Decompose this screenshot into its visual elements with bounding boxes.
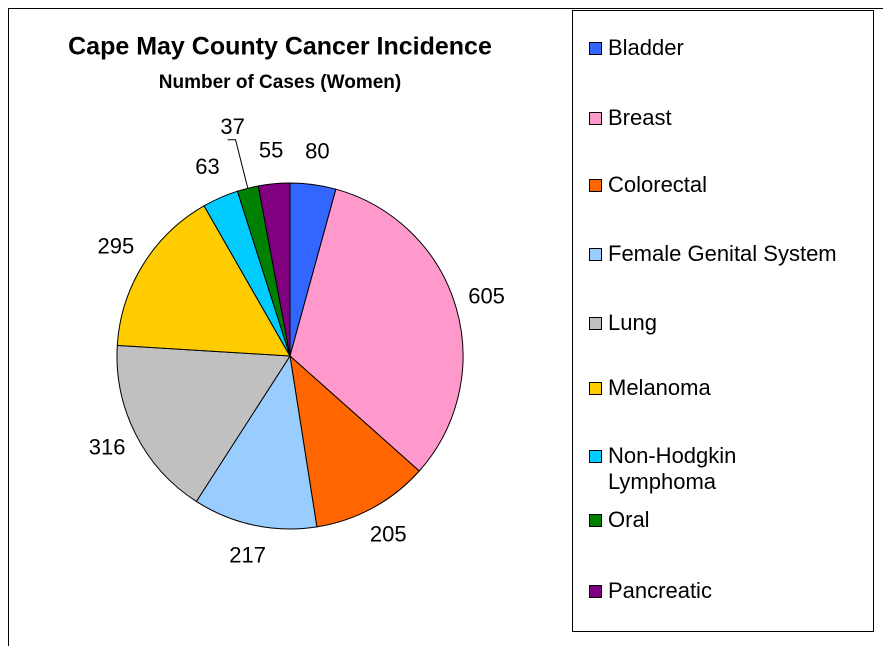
legend-entry: Oral <box>589 507 650 533</box>
legend-swatch <box>589 248 602 261</box>
legend-label: Breast <box>608 105 672 130</box>
legend-swatch <box>589 450 602 463</box>
leader-line <box>227 139 249 189</box>
data-label: 37 <box>220 114 244 139</box>
data-label: 63 <box>195 154 219 179</box>
legend-label: Female Genital System <box>608 241 837 266</box>
legend-label: Lung <box>608 310 657 335</box>
legend-swatch <box>589 585 602 598</box>
data-label: 295 <box>98 234 135 259</box>
pie-slice <box>289 354 420 528</box>
data-label: 217 <box>229 542 266 567</box>
legend-entry: Female Genital System <box>589 241 837 267</box>
legend-entry: Breast <box>589 105 672 131</box>
legend-entry: Colorectal <box>589 172 707 198</box>
legend-swatch <box>589 179 602 192</box>
legend-entry: Bladder <box>589 35 684 61</box>
legend-swatch <box>589 514 602 527</box>
legend-label: Bladder <box>608 35 684 60</box>
chart-title: Cape May County Cancer Incidence <box>68 33 492 61</box>
pie-slice <box>257 182 291 357</box>
legend-label: Pancreatic <box>608 578 712 603</box>
pie-slice <box>289 188 464 472</box>
legend-swatch <box>589 112 602 125</box>
data-label: 605 <box>468 284 505 309</box>
pie-slice <box>195 354 318 530</box>
legend-entry: Lung <box>589 310 657 336</box>
legend: Bladder Breast Colorectal Female Genital Sy… <box>572 10 874 632</box>
data-label: 80 <box>305 139 329 164</box>
legend-label: Melanoma <box>608 375 711 400</box>
legend-entry: Pancreatic <box>589 578 712 604</box>
data-label: 316 <box>89 434 126 459</box>
legend-label: Non-Hodgkin Lymphoma <box>608 443 737 494</box>
legend-entry: Non-Hodgkin Lymphoma <box>589 443 848 495</box>
pie-slice <box>116 344 291 503</box>
data-label: 55 <box>259 138 283 163</box>
legend-swatch <box>589 42 602 55</box>
pie-slice <box>116 205 291 357</box>
legend-label: Oral <box>608 507 650 532</box>
legend-swatch <box>589 382 602 395</box>
legend-entry: Melanoma <box>589 375 711 401</box>
legend-swatch <box>589 317 602 330</box>
data-label: 205 <box>370 522 407 547</box>
chart-subtitle: Number of Cases (Women) <box>159 72 401 93</box>
legend-label: Colorectal <box>608 172 708 197</box>
